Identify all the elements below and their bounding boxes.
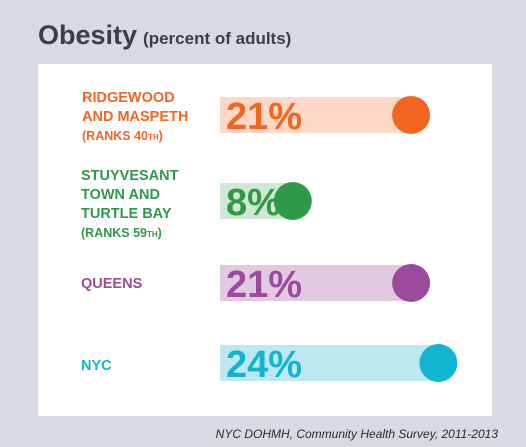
value-label-2: 21% <box>226 264 302 306</box>
bar-end-dot-1 <box>273 182 312 220</box>
category-label-2: QUEENS <box>81 275 142 294</box>
category-label-1: STUYVESANT TOWN AND TURTLE BAY (RANKS 59TH) <box>81 167 179 243</box>
category-label-3: NYC <box>81 357 112 376</box>
chart-title-block: Obesity (percent of adults) <box>38 20 291 51</box>
rank-note: (RANKS 40TH) <box>82 129 163 143</box>
category-label-line: TURTLE BAY <box>81 206 172 222</box>
bar-end-dot-3 <box>419 344 458 382</box>
bar-3 <box>220 345 439 381</box>
category-label-line: NYC <box>81 358 112 374</box>
chart-subtitle: (percent of adults) <box>143 29 292 48</box>
source-note: NYC DOHMH, Community Health Survey, 2011… <box>215 427 498 441</box>
bar-0 <box>220 97 412 133</box>
bar-2 <box>220 265 412 301</box>
category-label-0: RIDGEWOOD AND MASPETH (RANKS 40TH) <box>82 89 188 146</box>
bar-end-dot-0 <box>392 96 431 134</box>
bar-end-dot-2 <box>392 264 431 302</box>
chart-title: Obesity <box>38 20 138 50</box>
value-label-0: 21% <box>226 96 302 138</box>
rank-note: (RANKS 59TH) <box>81 226 162 240</box>
category-label-line: QUEENS <box>81 276 143 292</box>
category-label-line: AND MASPETH <box>82 109 189 125</box>
category-label-line: STUYVESANT <box>81 168 179 184</box>
category-label-line: TOWN AND <box>81 187 160 203</box>
value-label-1: 8% <box>226 182 281 224</box>
category-label-line: RIDGEWOOD <box>82 90 175 106</box>
value-label-3: 24% <box>226 344 302 386</box>
